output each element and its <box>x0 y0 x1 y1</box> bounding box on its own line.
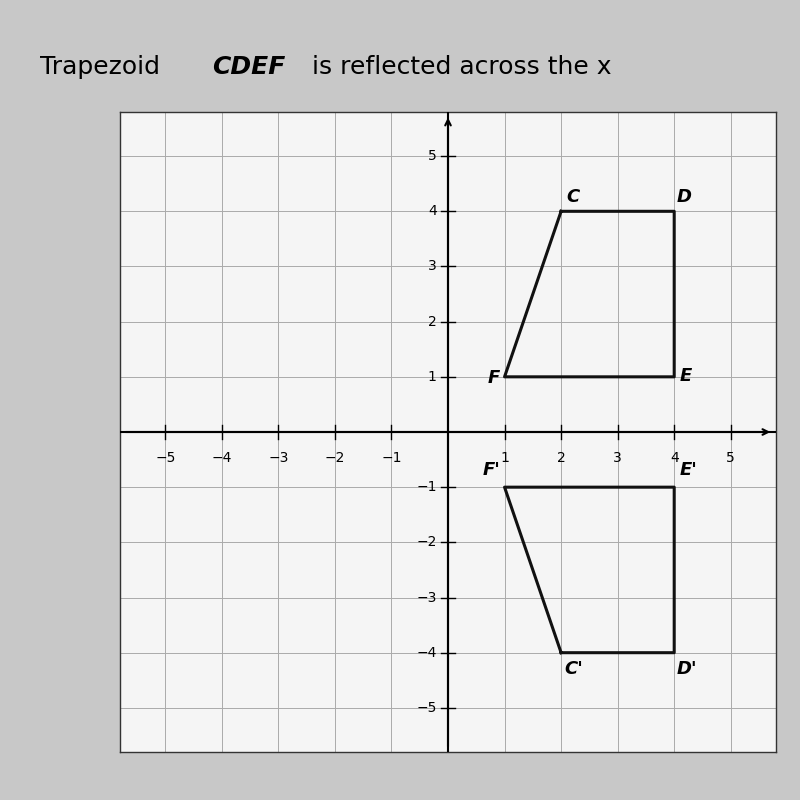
Text: F: F <box>487 369 500 386</box>
Text: C': C' <box>564 659 582 678</box>
Text: −2: −2 <box>325 451 345 466</box>
Text: −5: −5 <box>416 701 437 715</box>
Text: 1: 1 <box>428 370 437 384</box>
Text: −3: −3 <box>416 590 437 605</box>
Text: F': F' <box>483 461 501 479</box>
Text: 1: 1 <box>500 451 509 466</box>
Text: 2: 2 <box>557 451 566 466</box>
Text: −1: −1 <box>416 480 437 494</box>
Text: D': D' <box>677 659 698 678</box>
Text: 3: 3 <box>428 259 437 274</box>
Text: 4: 4 <box>670 451 678 466</box>
Text: Trapezoid: Trapezoid <box>40 55 168 79</box>
Text: 3: 3 <box>614 451 622 466</box>
Text: 2: 2 <box>428 314 437 329</box>
Text: 4: 4 <box>428 204 437 218</box>
Text: 5: 5 <box>726 451 735 466</box>
Text: D: D <box>677 188 692 206</box>
Text: −2: −2 <box>416 535 437 550</box>
Text: C: C <box>566 188 580 206</box>
Text: E: E <box>680 367 692 385</box>
Text: is reflected across the x: is reflected across the x <box>304 55 611 79</box>
Text: −1: −1 <box>381 451 402 466</box>
Text: 5: 5 <box>428 149 437 163</box>
Text: E': E' <box>680 461 698 479</box>
Text: −3: −3 <box>268 451 289 466</box>
Text: −4: −4 <box>212 451 232 466</box>
Text: CDEF: CDEF <box>212 55 286 79</box>
Text: −5: −5 <box>155 451 175 466</box>
Text: −4: −4 <box>416 646 437 660</box>
